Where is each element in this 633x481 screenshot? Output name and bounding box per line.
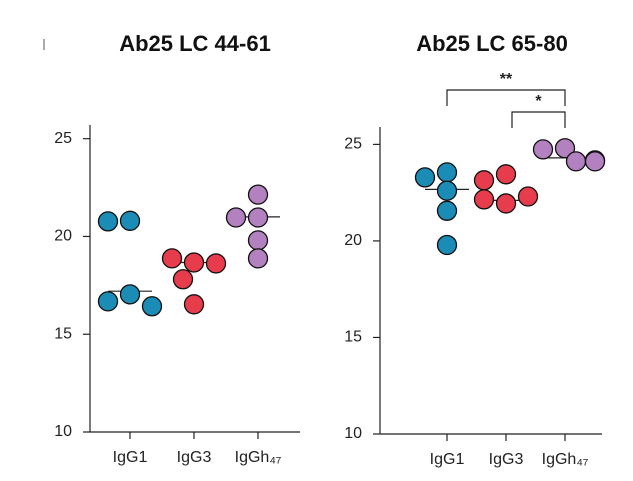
y-tick-label: 10 [54, 423, 72, 440]
data-point [119, 210, 141, 231]
x-tick-label: IgGh₄₇ [235, 449, 282, 466]
data-point [584, 151, 606, 172]
data-point [436, 162, 458, 183]
data-point [161, 248, 183, 269]
data-point [205, 253, 227, 274]
x-tick-label: IgGh₄₇ [542, 451, 589, 468]
data-point [183, 294, 205, 315]
y-tick-label: 10 [344, 425, 362, 442]
data-point [473, 170, 495, 191]
data-point [247, 207, 269, 228]
x-tick-label: IgG1 [113, 449, 148, 466]
y-tick-label: 20 [344, 232, 362, 249]
data-point [247, 230, 269, 251]
data-point [436, 234, 458, 256]
y-tick-label: 15 [54, 325, 72, 342]
significance-label: ** [500, 71, 513, 88]
data-point [183, 252, 205, 273]
data-point [119, 284, 141, 305]
significance-bracket [446, 89, 566, 106]
data-point [247, 184, 269, 205]
y-tick-label: 15 [344, 329, 362, 346]
data-point [97, 291, 119, 312]
data-point [97, 211, 119, 232]
data-point [495, 164, 517, 185]
y-tick-label: 25 [344, 136, 362, 153]
significance-bracket [511, 111, 566, 128]
chart-title: Ab25 LC 44-61 [119, 31, 271, 56]
data-point [225, 207, 247, 228]
significance-label: * [535, 93, 542, 110]
data-point [495, 193, 517, 214]
data-point [532, 139, 554, 160]
data-point [554, 138, 576, 159]
data-point [141, 296, 163, 317]
y-tick-label: 20 [54, 228, 72, 245]
data-point [565, 151, 587, 172]
x-tick-label: IgG3 [177, 449, 212, 466]
data-point [247, 248, 269, 269]
y-tick-label: 25 [54, 130, 72, 147]
data-point [436, 200, 458, 221]
data-point [517, 186, 539, 207]
data-point [436, 180, 458, 201]
x-tick-label: IgG1 [430, 451, 465, 468]
x-tick-label: IgG3 [489, 451, 524, 468]
data-point [172, 269, 194, 290]
data-point [473, 189, 495, 210]
chart-title: Ab25 LC 65-80 [416, 31, 568, 56]
data-point [414, 167, 436, 188]
